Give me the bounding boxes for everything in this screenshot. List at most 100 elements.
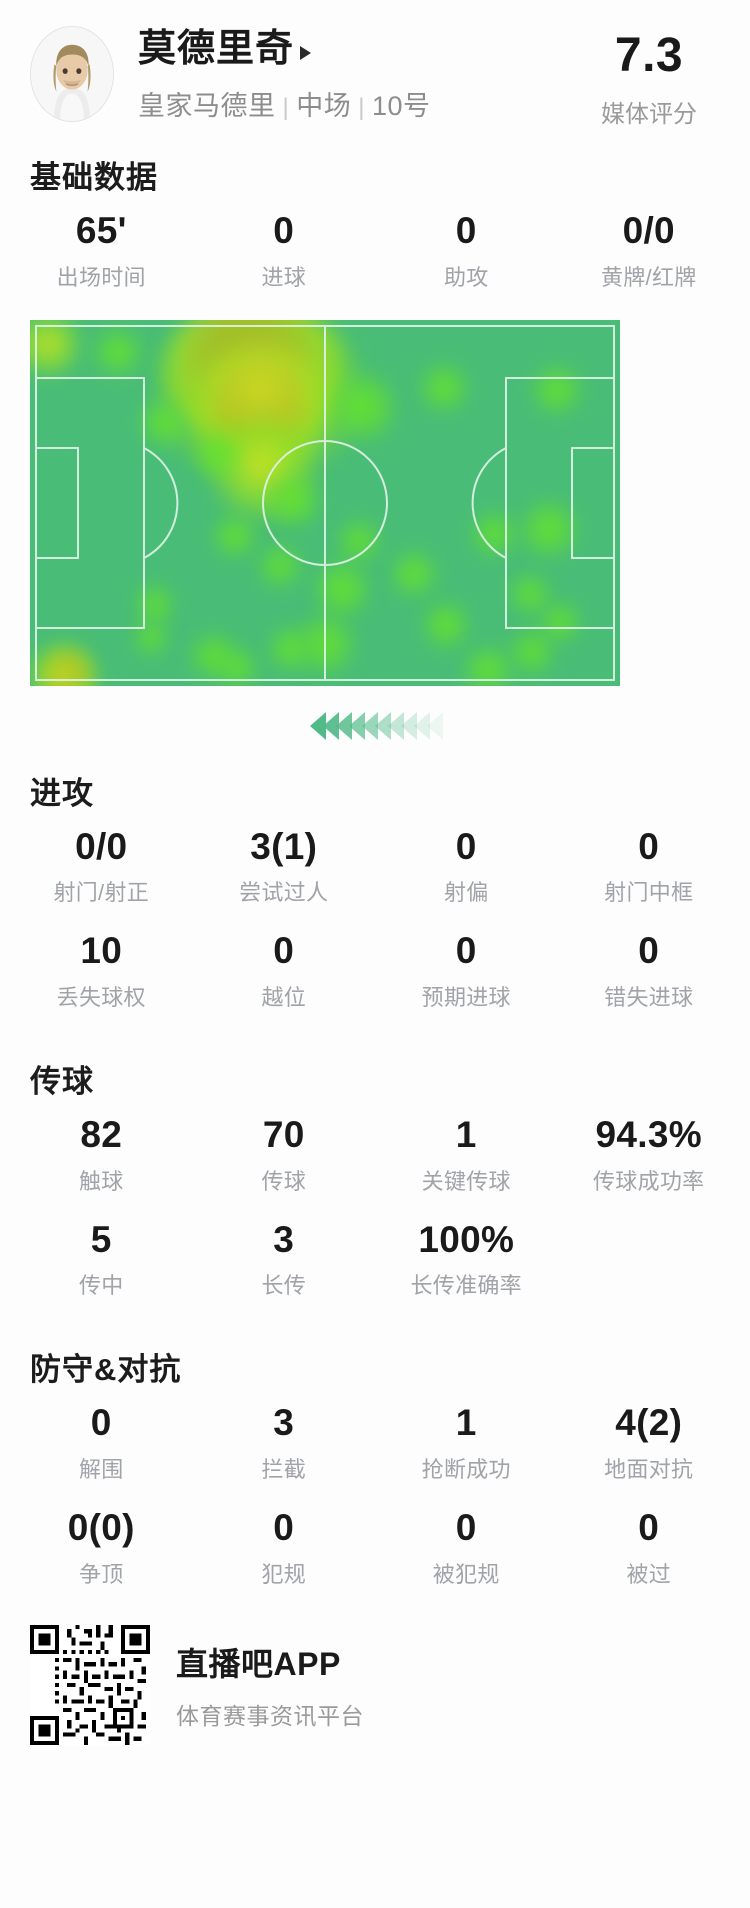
chevron-left-icon [310, 711, 326, 740]
section-title-passing: 传球 [30, 1064, 94, 1100]
chevron-left-icon [336, 711, 352, 740]
stat-cell: 0/0 黄牌/红牌 [558, 197, 741, 302]
stat-label: 地面对抗 [604, 1457, 694, 1483]
chevron-left-icon [427, 711, 443, 740]
chevron-left-icon [388, 711, 404, 740]
stat-value: 0 [638, 825, 660, 867]
section-title-basic: 基础数据 [30, 160, 158, 195]
stat-cell: 0 进球 [193, 197, 376, 302]
stat-cell: 1 关键传球 [375, 1101, 558, 1206]
stat-label: 被过 [626, 1561, 672, 1587]
app-footer: 直播吧APP 体育赛事资讯平台 [0, 1599, 750, 1745]
stat-label: 丢失球权 [56, 985, 146, 1011]
footer-text: 直播吧APP 体育赛事资讯平台 [150, 1639, 364, 1731]
stat-label: 犯规 [261, 1561, 307, 1587]
stat-row-defense-2: 0(0) 争顶 0 犯规 0 被犯规 0 被过 [0, 1494, 750, 1599]
stat-cell: 0 预期进球 [375, 917, 558, 1022]
triangle-right-icon[interactable] [300, 45, 312, 60]
stat-row-passing-1: 82 触球 70 传球 1 关键传球 94.3% 传球成功率 [0, 1101, 750, 1206]
stat-label: 黄牌/红牌 [600, 264, 697, 290]
meta-separator-2: | [358, 93, 365, 121]
stat-value: 0(0) [67, 1507, 135, 1549]
stat-cell: 3 拦截 [193, 1389, 376, 1494]
stat-label: 出场时间 [56, 264, 146, 290]
stat-value: 94.3% [595, 1114, 702, 1156]
stat-label: 传中 [78, 1273, 124, 1299]
stat-cell: 5 传中 [10, 1206, 193, 1311]
heatmap-container [0, 302, 750, 686]
stat-label: 传球成功率 [592, 1168, 705, 1194]
stat-label: 错失进球 [604, 985, 694, 1011]
app-name: 直播吧APP [176, 1645, 341, 1682]
media-rating: 7.3 媒体评分 [574, 22, 724, 129]
player-heatmap[interactable] [30, 319, 620, 686]
stat-cell: 0 助攻 [375, 197, 558, 302]
stat-cell: 0 错失进球 [558, 917, 741, 1022]
stat-value: 5 [90, 1218, 112, 1260]
stat-cell: 70 传球 [193, 1101, 376, 1206]
stat-cell: 3(1) 尝试过人 [193, 813, 376, 918]
chevron-left-icon [414, 711, 430, 740]
stat-cell-empty [558, 1206, 741, 1311]
stat-value: 0 [638, 930, 660, 972]
stat-row-attack-1: 0/0 射门/射正 3(1) 尝试过人 0 射偏 0 射门中框 [0, 813, 750, 918]
stat-label: 越位 [261, 985, 307, 1011]
stat-cell: 94.3% 传球成功率 [558, 1101, 741, 1206]
shirt-number: 10号 [371, 90, 431, 121]
stat-label: 关键传球 [421, 1168, 511, 1194]
stat-row-attack-2: 10 丢失球权 0 越位 0 预期进球 0 错失进球 [0, 917, 750, 1022]
player-identity: 莫德里奇 皇家马德里 | 中场 | 10号 [114, 22, 574, 123]
stat-value: 0 [455, 1507, 477, 1549]
stat-value: 0 [90, 1402, 112, 1444]
stat-value: 0 [455, 930, 477, 972]
qr-code-icon[interactable] [30, 1624, 150, 1745]
stat-label: 助攻 [443, 264, 489, 290]
attack-direction-indicator [0, 686, 750, 750]
stat-value: 10 [80, 930, 123, 972]
heatmap-blobs [30, 319, 620, 686]
stat-cell: 0 射门中框 [558, 813, 741, 918]
stat-value: 65' [75, 210, 127, 251]
stat-label: 抢断成功 [421, 1457, 511, 1483]
stat-cell: 0 犯规 [193, 1494, 376, 1599]
stat-value: 1 [455, 1114, 477, 1156]
stat-row-defense-1: 0 解围 3 拦截 1 抢断成功 4(2) 地面对抗 [0, 1389, 750, 1494]
section-title-attack: 进攻 [30, 775, 94, 811]
stat-value: 0 [455, 210, 477, 251]
stat-value: 0/0 [75, 825, 128, 867]
meta-separator-1: | [282, 93, 290, 121]
stat-cell: 0 被过 [558, 1494, 741, 1599]
stat-label: 长传准确率 [410, 1273, 522, 1299]
stat-value: 0 [455, 825, 477, 867]
app-tagline: 体育赛事资讯平台 [176, 1702, 364, 1729]
stat-label: 预期进球 [421, 985, 511, 1011]
stat-label: 射门中框 [604, 880, 694, 906]
stat-value: 0 [638, 1507, 660, 1549]
player-name-row[interactable]: 莫德里奇 [138, 28, 574, 72]
team-name: 皇家马德里 [138, 90, 276, 121]
page-title: 莫德里奇 [138, 28, 295, 70]
stat-row-passing-2: 5 传中 3 长传 100% 长传准确率 [0, 1206, 750, 1311]
stat-value: 4(2) [615, 1402, 683, 1444]
stat-value: 1 [455, 1402, 477, 1444]
rating-label: 媒体评分 [601, 101, 697, 128]
rating-value: 7.3 [614, 29, 684, 82]
chevron-left-icon [375, 711, 391, 740]
stat-value: 0 [273, 1507, 295, 1549]
stat-cell: 10 丢失球权 [10, 917, 193, 1022]
stat-cell: 0/0 射门/射正 [10, 813, 193, 918]
stat-cell: 0 解围 [10, 1389, 193, 1494]
stat-cell: 82 触球 [10, 1101, 193, 1206]
chevron-left-icon [323, 711, 339, 740]
stat-label: 拦截 [261, 1457, 307, 1483]
stat-value: 3 [273, 1402, 295, 1444]
stat-label: 射偏 [443, 880, 489, 906]
stat-label: 解围 [78, 1457, 124, 1483]
stat-value: 0 [273, 210, 295, 251]
avatar [30, 26, 114, 122]
stat-cell: 3 长传 [193, 1206, 376, 1311]
stat-label: 被犯规 [432, 1561, 500, 1587]
stat-value: 82 [80, 1114, 123, 1156]
stat-cell: 0 射偏 [375, 813, 558, 918]
